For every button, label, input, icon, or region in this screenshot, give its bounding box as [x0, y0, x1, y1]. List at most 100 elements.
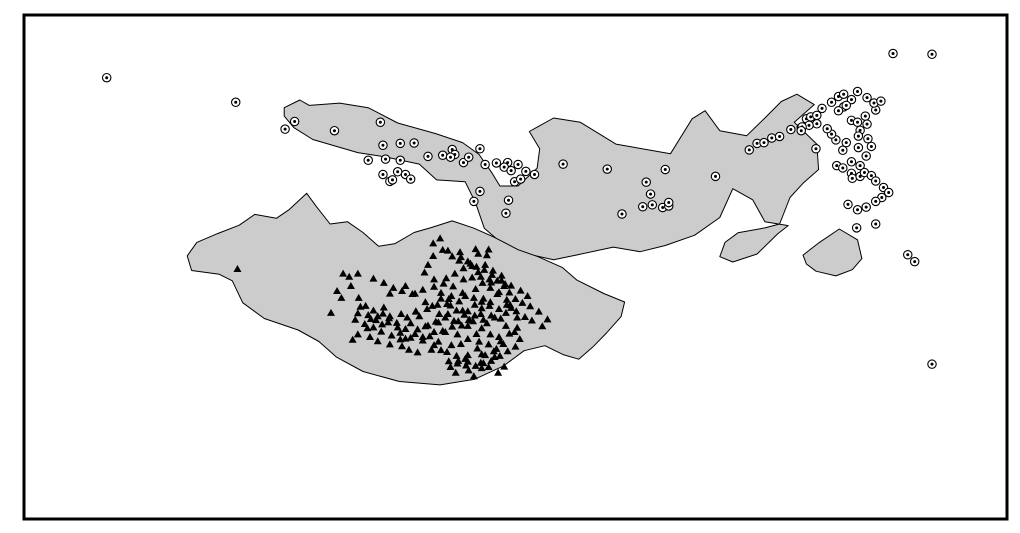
- triangle-marker: [486, 298, 495, 306]
- circle-marker: [838, 163, 848, 173]
- triangle-marker: [543, 315, 552, 323]
- triangle-marker: [501, 308, 510, 316]
- triangle-marker: [477, 297, 486, 305]
- triangle-marker: [448, 322, 457, 330]
- triangle-marker: [441, 313, 450, 321]
- triangle-marker: [469, 317, 478, 325]
- triangle-marker: [423, 304, 432, 312]
- triangle-marker: [480, 265, 489, 273]
- triangle-marker: [497, 276, 506, 284]
- triangle-marker: [501, 321, 510, 329]
- triangle-marker: [444, 295, 453, 303]
- circle-marker: [927, 359, 937, 369]
- triangle-marker: [469, 293, 478, 301]
- triangle-marker: [384, 318, 393, 326]
- triangle-marker: [457, 321, 466, 329]
- circle-marker: [833, 105, 844, 116]
- regions-layer: [186, 93, 863, 386]
- triangle-marker: [369, 274, 378, 282]
- triangle-marker: [431, 317, 440, 325]
- triangle-marker: [487, 356, 496, 364]
- circle-marker: [645, 189, 656, 199]
- triangle-marker: [348, 335, 357, 343]
- triangle-marker: [389, 283, 398, 291]
- circle-marker: [796, 125, 806, 136]
- circle-marker: [812, 110, 822, 121]
- triangle-marker: [456, 339, 465, 347]
- triangle-marker: [474, 268, 483, 276]
- circle-marker: [395, 155, 406, 166]
- triangle-marker: [413, 348, 422, 356]
- circle-marker: [378, 140, 388, 151]
- circle-marker: [423, 151, 433, 162]
- triangle-marker: [516, 286, 525, 294]
- circle-marker: [853, 142, 864, 153]
- circle-marker: [378, 169, 388, 180]
- triangle-marker: [397, 309, 406, 317]
- triangle-marker: [526, 302, 535, 310]
- circle-marker: [395, 138, 406, 149]
- circle-marker: [405, 174, 416, 184]
- triangle-marker: [361, 301, 370, 309]
- triangle-marker: [436, 346, 445, 354]
- triangle-marker: [534, 307, 543, 315]
- triangle-marker: [420, 268, 429, 276]
- triangle-marker: [364, 311, 373, 319]
- triangle-marker: [495, 351, 504, 359]
- triangle-marker: [385, 314, 394, 322]
- triangle-marker: [478, 278, 487, 286]
- circle-marker: [617, 209, 627, 219]
- triangle-marker: [351, 315, 360, 323]
- triangle-marker: [337, 293, 346, 301]
- circle-marker: [363, 155, 373, 166]
- circle-marker: [463, 152, 474, 162]
- triangle-marker: [377, 327, 386, 335]
- triangle-marker: [427, 345, 436, 353]
- triangle-marker: [436, 288, 445, 296]
- triangle-marker: [430, 341, 439, 349]
- circle-marker: [862, 92, 872, 103]
- triangle-marker: [363, 324, 372, 332]
- circle-marker: [903, 249, 913, 260]
- circle-marker: [475, 186, 485, 197]
- circle-marker: [647, 200, 658, 210]
- triangle-marker: [538, 322, 547, 330]
- triangle-marker: [490, 313, 499, 321]
- triangle-marker: [479, 359, 488, 367]
- triangle-marker: [353, 309, 362, 317]
- circle-marker: [638, 201, 648, 212]
- triangle-marker: [423, 260, 432, 268]
- circle-marker: [876, 96, 886, 106]
- triangle-marker: [385, 340, 394, 348]
- triangle-marker: [438, 245, 447, 253]
- triangle-marker: [475, 337, 484, 345]
- triangle-marker: [346, 281, 355, 289]
- triangle-marker: [430, 328, 439, 336]
- triangle-marker: [439, 279, 448, 287]
- triangle-marker: [500, 281, 509, 289]
- circle-marker: [841, 100, 852, 111]
- circle-marker: [101, 72, 112, 83]
- triangle-marker: [436, 234, 445, 242]
- triangle-marker: [477, 324, 486, 332]
- triangle-marker: [418, 336, 427, 344]
- circle-marker: [841, 137, 852, 148]
- circle-marker: [852, 86, 863, 97]
- circle-marker: [869, 98, 879, 108]
- circle-marker: [870, 176, 881, 186]
- triangle-marker: [470, 300, 479, 308]
- triangle-marker: [515, 334, 524, 342]
- triangle-marker: [401, 324, 410, 332]
- triangle-marker: [396, 328, 405, 336]
- region-right-small-lobe: [802, 228, 863, 277]
- triangle-marker: [474, 249, 483, 257]
- circle-marker: [927, 49, 937, 60]
- triangle-marker: [446, 362, 455, 370]
- triangle-marker: [479, 315, 488, 323]
- circle-marker: [437, 150, 448, 161]
- circle-marker: [491, 158, 502, 168]
- circle-marker: [852, 117, 863, 128]
- circle-marker: [602, 164, 612, 174]
- circle-marker: [847, 173, 858, 184]
- triangle-marker: [353, 269, 362, 277]
